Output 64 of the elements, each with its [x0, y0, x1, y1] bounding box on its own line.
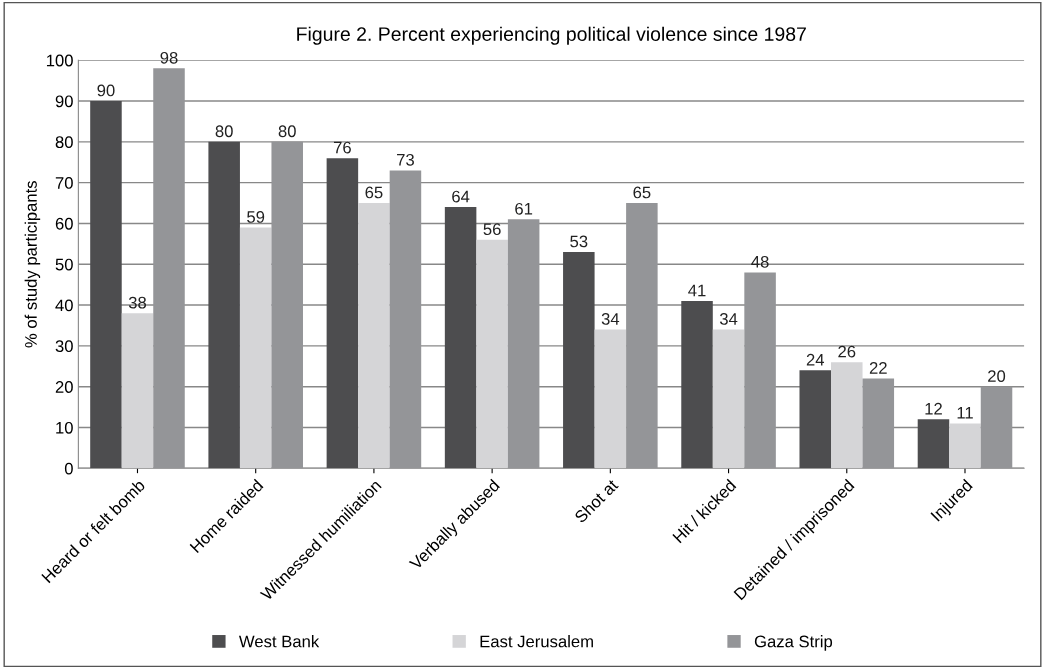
- data-label: 98: [160, 51, 178, 64]
- bar: [681, 300, 713, 469]
- y-tick-label: 40: [55, 299, 73, 312]
- y-axis-title: % of study participants: [24, 181, 41, 348]
- bar: [326, 158, 359, 469]
- bar: [476, 239, 508, 469]
- bar: [444, 207, 477, 469]
- data-label: 80: [278, 125, 296, 138]
- y-tick-label: 30: [55, 340, 73, 353]
- bar: [271, 141, 303, 469]
- bar: [744, 272, 776, 469]
- bar: [862, 378, 895, 469]
- bar: [153, 68, 185, 469]
- data-label: 26: [838, 345, 856, 358]
- bar: [389, 170, 422, 469]
- data-label: 12: [925, 402, 942, 415]
- data-label: 38: [128, 296, 147, 309]
- y-tick-label: 50: [55, 258, 73, 271]
- data-label: 90: [97, 84, 115, 97]
- data-label: 48: [751, 255, 769, 268]
- y-tick-label: 0: [64, 462, 73, 475]
- y-tick-label: 20: [55, 381, 73, 393]
- data-label: 73: [397, 153, 414, 166]
- data-label: 59: [247, 211, 265, 223]
- data-label: 56: [483, 223, 501, 236]
- y-tick-label: 100: [46, 54, 73, 67]
- y-tick-label: 10: [56, 421, 73, 434]
- bar: [594, 329, 627, 469]
- data-label: 41: [688, 284, 706, 297]
- data-label: 80: [215, 125, 233, 138]
- bar: [831, 362, 863, 469]
- bar: [917, 419, 950, 469]
- data-label: 34: [719, 313, 738, 325]
- data-label: 24: [806, 353, 825, 366]
- data-label: 65: [365, 186, 383, 199]
- y-tick-label: 90: [55, 95, 73, 108]
- bar: [90, 101, 122, 469]
- legend-label: Gaza Strip: [754, 635, 833, 651]
- bar: [712, 329, 745, 469]
- data-label: 61: [515, 202, 533, 215]
- bar: [208, 141, 240, 469]
- bar: [799, 370, 832, 469]
- data-label: 65: [633, 186, 651, 199]
- bar: [563, 252, 595, 469]
- bar: [626, 203, 658, 469]
- bar: [121, 313, 154, 469]
- legend-label: East Jerusalem: [480, 635, 593, 648]
- chart-title: Figure 2. Percent experiencing political violence since 1987: [297, 26, 806, 45]
- legend-label: West Bank: [238, 635, 320, 648]
- bar: [507, 219, 540, 469]
- data-label: 20: [988, 370, 1006, 382]
- y-tick-label: 70: [55, 177, 73, 189]
- bar: [949, 423, 981, 469]
- data-label: 34: [601, 313, 620, 325]
- data-label: 11: [957, 407, 973, 419]
- data-label: 76: [333, 141, 351, 154]
- y-tick-label: 60: [55, 217, 73, 230]
- bar: [239, 227, 272, 469]
- bar: [980, 386, 1013, 469]
- data-label: 53: [570, 235, 588, 248]
- y-tick-label: 80: [55, 136, 73, 149]
- data-label: 22: [869, 362, 887, 374]
- data-label: 64: [452, 190, 470, 203]
- bar: [358, 203, 390, 469]
